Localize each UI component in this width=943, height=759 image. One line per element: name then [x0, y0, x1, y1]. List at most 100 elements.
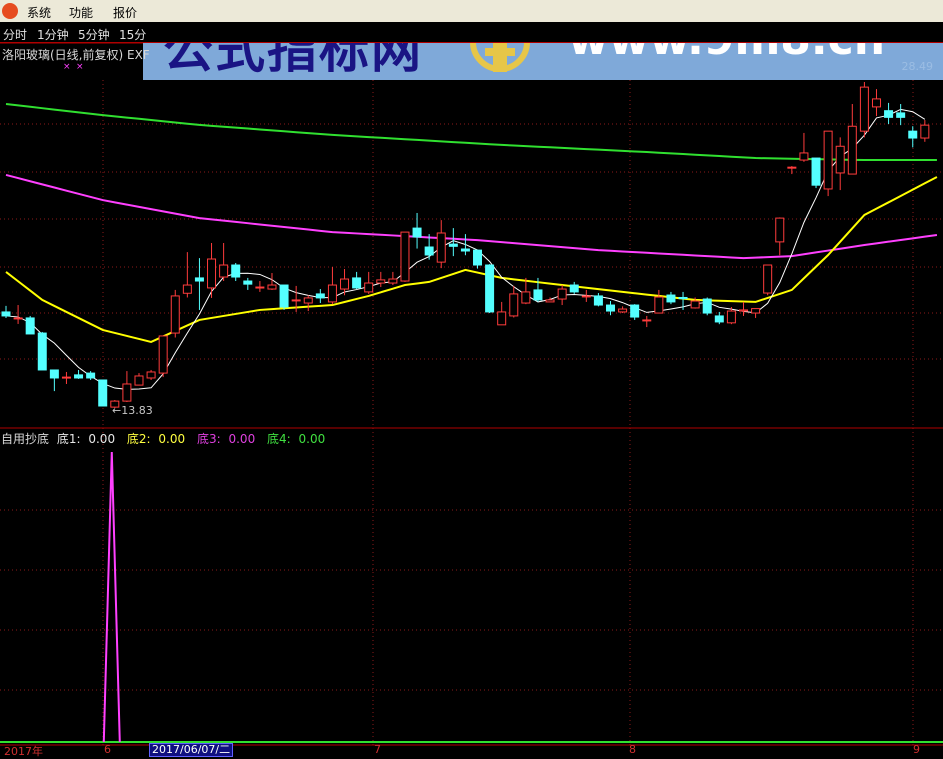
di1-label: 底1:	[56, 432, 81, 446]
di4-value: 0.00	[298, 432, 326, 446]
candle	[146, 371, 156, 379]
indicator-di1: 底1: 0.00	[57, 432, 119, 446]
marker-x-icon: ×	[76, 62, 84, 72]
axis-year-label: 2017年	[4, 745, 43, 758]
candle	[267, 284, 277, 290]
di3-value: 0.00	[228, 432, 256, 446]
period-1min[interactable]: 1分钟	[37, 28, 69, 42]
candle	[327, 284, 337, 303]
candle	[618, 308, 628, 313]
menu-bar: 系统 功能 报价	[0, 0, 943, 23]
candle	[871, 98, 881, 108]
candle	[291, 299, 301, 302]
period-bar: 分时 1分钟 5分钟 15分	[0, 22, 943, 43]
indicator-di4: 底4: 0.00	[267, 432, 329, 446]
candle	[219, 264, 229, 278]
di4-label: 底4:	[267, 432, 291, 446]
candle	[702, 298, 712, 314]
candle	[497, 311, 507, 326]
indicator-legend: 自用抄底 底1: 0.00 底2: 0.00 底3: 0.00 底4: 0.00	[1, 430, 333, 447]
period-5min[interactable]: 5分钟	[78, 28, 110, 42]
candle	[340, 278, 350, 290]
candle	[37, 332, 47, 371]
di3-label: 底3:	[196, 432, 221, 446]
candle	[315, 293, 325, 299]
marker-x-icon: ×	[63, 62, 71, 72]
candle	[473, 249, 483, 266]
candle	[98, 379, 108, 407]
candle	[678, 296, 688, 300]
candle	[1, 311, 11, 317]
di3-spike	[102, 451, 121, 743]
di2-value: 0.00	[158, 432, 186, 446]
candle	[303, 297, 313, 304]
axis-month-label: 7	[374, 743, 381, 756]
chart-title: 洛阳玻璃(日线,前复权) EXF	[2, 48, 150, 62]
candle	[714, 315, 724, 323]
menu-quote[interactable]: 报价	[113, 6, 138, 20]
candle	[908, 130, 918, 139]
candle	[521, 291, 531, 304]
candle	[690, 300, 700, 309]
candle	[279, 284, 289, 308]
menu-function[interactable]: 功能	[69, 6, 94, 20]
candle	[811, 157, 821, 186]
candle	[738, 309, 748, 312]
candle	[255, 286, 265, 289]
candle	[194, 277, 204, 282]
candle	[775, 217, 785, 243]
period-intraday[interactable]: 分时	[3, 28, 28, 42]
candle	[448, 243, 458, 247]
candle	[509, 293, 519, 317]
cursor-date-label: 2017/06/07/二	[149, 743, 234, 757]
candle	[787, 166, 797, 169]
period-15min[interactable]: 15分	[119, 28, 147, 42]
di1-value: 0.00	[88, 432, 116, 446]
candle	[364, 282, 374, 293]
menu-system[interactable]: 系统	[27, 6, 52, 20]
candle	[158, 335, 168, 374]
candle	[557, 288, 567, 300]
candle	[581, 295, 591, 298]
axis-month-label: 9	[913, 743, 920, 756]
candle	[666, 294, 676, 303]
candle	[896, 112, 906, 118]
candle	[86, 372, 96, 379]
candle	[569, 284, 579, 293]
candle	[726, 310, 736, 324]
candle	[352, 277, 362, 289]
candle	[182, 284, 192, 294]
candle	[545, 299, 555, 303]
candle	[400, 231, 410, 282]
candle	[763, 264, 773, 294]
di2-label: 底2:	[126, 432, 151, 446]
candle	[630, 304, 640, 318]
banner-faint-value: 28.49	[901, 60, 934, 73]
candle	[231, 264, 241, 278]
candle	[835, 145, 845, 174]
axis-month-label: 8	[629, 743, 636, 756]
candle	[412, 227, 422, 238]
candle	[110, 400, 120, 408]
candle	[751, 308, 761, 314]
candle	[593, 295, 603, 306]
candle	[243, 280, 253, 285]
candle	[823, 130, 833, 190]
ma-magenta-line	[5, 173, 938, 260]
candle	[388, 278, 398, 284]
candle	[533, 289, 543, 301]
candle	[25, 317, 35, 335]
candle	[74, 374, 84, 379]
candle	[460, 248, 470, 252]
candle	[847, 125, 857, 175]
ma-green-line	[5, 103, 937, 162]
candle	[13, 317, 23, 320]
candle	[122, 383, 132, 402]
candle	[170, 295, 180, 334]
candle	[436, 232, 446, 263]
axis-month-label: 6	[104, 743, 111, 756]
candle	[424, 246, 434, 256]
candle	[207, 258, 217, 289]
candle	[61, 376, 71, 379]
